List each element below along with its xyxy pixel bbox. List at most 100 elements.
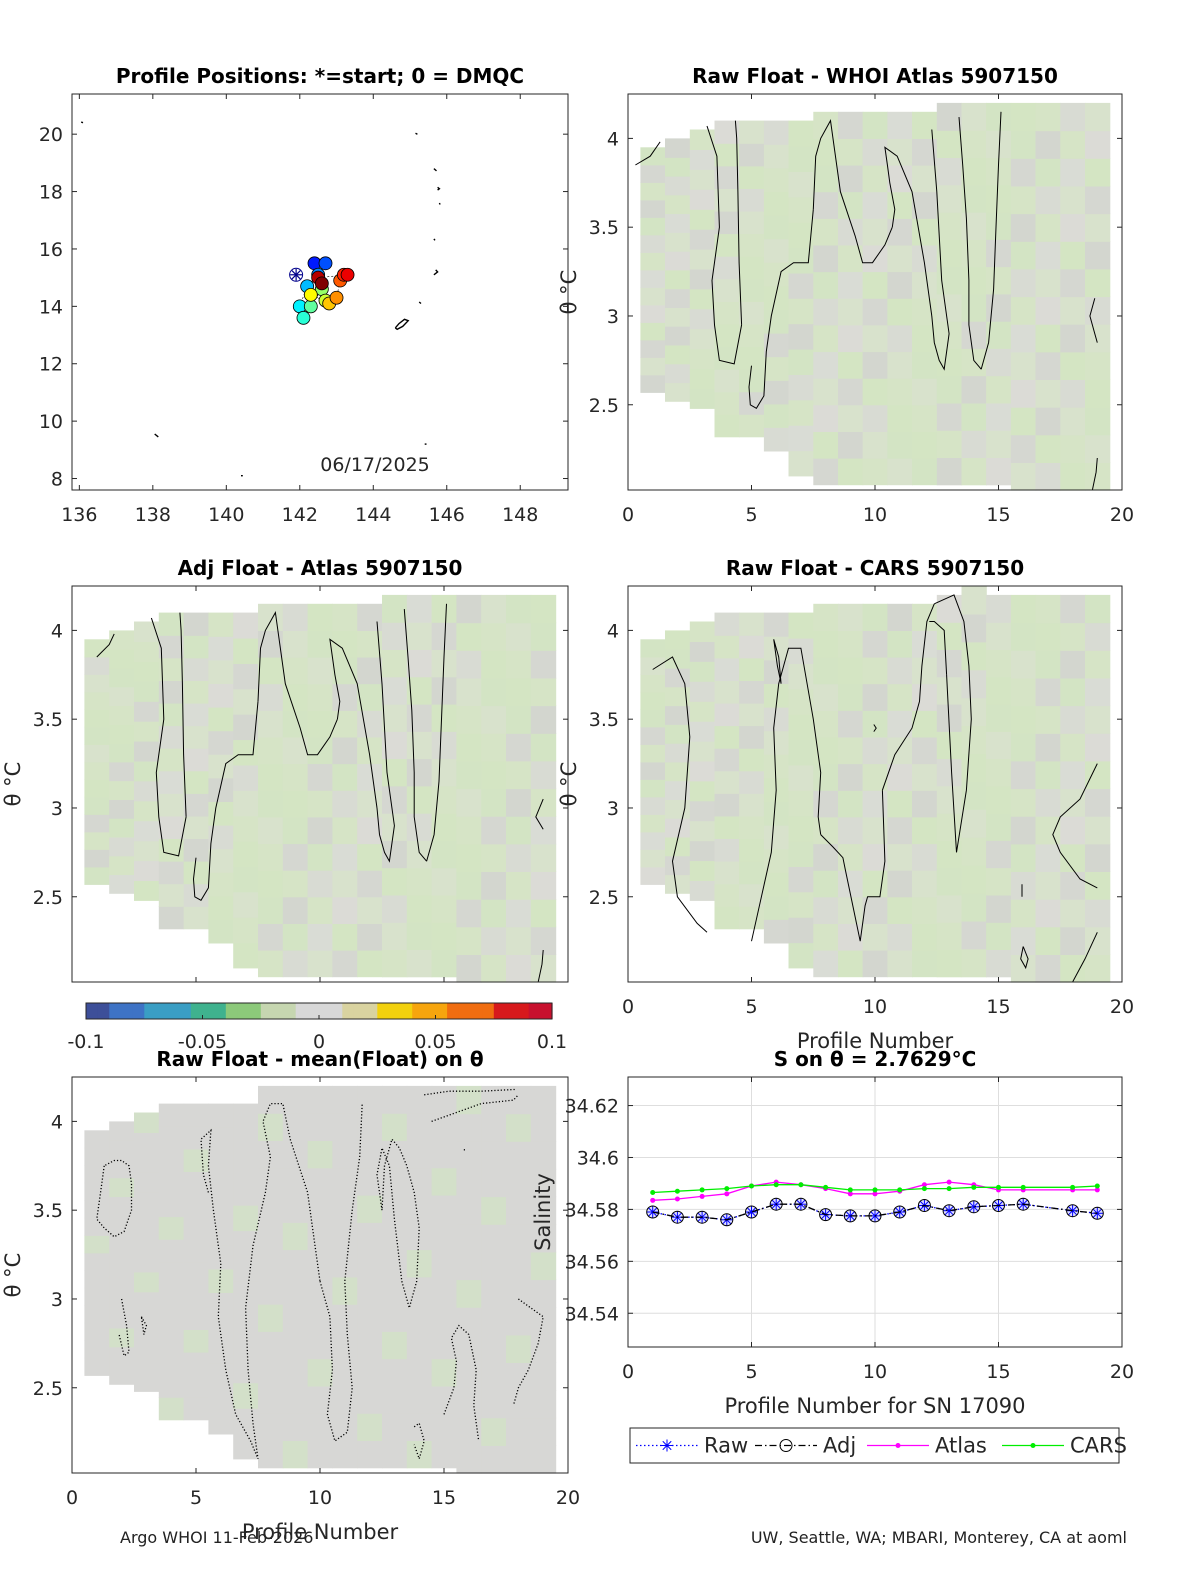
pcolor-cell [838,896,864,924]
legend-marker [662,1440,672,1451]
pcolor-cell [862,950,888,978]
pcolor-cell [887,298,913,326]
pcolor-cell [382,1413,408,1441]
pcolor-cell [986,758,1012,787]
pcolor-cell [813,843,839,871]
pcolor-cell [665,269,691,290]
pcolor-cell [1085,733,1111,762]
pcolor-cell [530,1334,557,1363]
pcolor-cell [1085,379,1111,408]
pcolor-cell [258,763,284,791]
pcolor-cell [1035,650,1061,679]
y-tick-label: 4 [607,620,619,642]
coastline [415,132,418,135]
pcolor-cell [665,667,691,688]
pcolor-cell [506,1168,532,1198]
pcolor-cell [788,612,814,639]
series-star-stroke [1068,1206,1078,1216]
pcolor-cell [134,760,160,782]
pcolor-cell [84,1165,110,1184]
pcolor-cell [714,635,740,659]
pcolor-cell [739,278,765,302]
pcolor-cell [258,1331,284,1360]
pcolor-cell [1010,677,1037,707]
y-tick-label: 2.5 [589,395,619,417]
colorbar-cell [319,1003,332,1019]
profile-position-point [296,310,311,325]
coastline [418,301,422,305]
y-axis-label: θ °C [557,270,581,315]
pcolor-cell [689,860,716,881]
pcolor-cell [838,378,864,406]
pcolor-cell [640,761,666,780]
pcolor-cell [357,843,383,871]
pcolor-cell [640,287,666,306]
contour-line [931,129,950,371]
pcolor-cell [208,1174,234,1199]
pcolor-cell [109,836,135,857]
pcolor-cell [208,1221,234,1246]
colorbar-cell [342,1003,355,1019]
pcolor-cell [862,923,888,951]
pcolor-cell [1085,705,1111,734]
pcolor-cell [1060,407,1086,436]
pcolor-cell [158,861,185,885]
x-axis-label: Profile Number [797,1029,954,1053]
pcolor-cell [258,1358,284,1387]
series-star-stroke [944,1206,954,1216]
pcolor-cell [233,866,259,893]
pcolor-cell [1085,788,1111,817]
pcolor-cell [1010,871,1037,900]
pcolor-cell [1010,899,1037,928]
pcolor-cell [714,120,740,144]
pcolor-cell [986,785,1012,814]
pcolor-cell [431,1140,457,1169]
pcolor-cell [838,657,864,685]
colorbar-cell [121,1003,134,1019]
pcolor-cell [714,883,740,907]
pcolor-cell [813,710,839,738]
pcolor-cell [912,404,938,432]
line-legend: Raw Adj Atlas CARS [629,1427,1127,1464]
coastline [80,121,84,124]
series-point-cars [823,1184,829,1190]
pcolor-cell [640,339,666,358]
pcolor-cell [332,710,358,738]
x-tick-label: 20 [556,1487,580,1509]
pcolor-cell [1010,816,1037,845]
pcolor-cell [1035,843,1061,872]
pcolor-cell [1010,158,1037,187]
y-tick-label: 18 [39,182,63,204]
pcolor-cell [134,1152,160,1173]
pcolor-cell [506,1251,532,1281]
pcolor-cell [838,710,864,738]
colorbar-cell [260,1003,273,1019]
pcolor-cell [936,430,963,458]
pcolor-cell [183,725,209,749]
pcolor-cell [936,922,963,950]
pcolor-cell [640,357,666,376]
pcolor-cell [665,686,691,707]
contour-line [537,949,544,983]
pcolor-cell [382,1440,408,1469]
pcolor-cell [382,949,408,978]
pcolor-cell [530,1168,557,1198]
pcolor-cell [714,793,740,817]
pcolor-cell [307,1304,333,1332]
pcolor-cell [763,730,790,755]
pcolor-cell [158,1216,185,1240]
pcolor-cell [961,641,987,671]
pcolor-cell [1035,871,1061,900]
series-point-cars [650,1190,656,1196]
x-tick-label: 20 [1110,996,1134,1018]
pcolor-cell [406,731,433,760]
pcolor-cell [307,710,333,738]
pcolor-cell [813,458,839,486]
pcolor-cell [382,1140,408,1169]
series-point-atlas [847,1191,853,1197]
pcolor-cell [84,639,110,658]
pcolor-cell [134,800,160,822]
pcolor-cell [481,1113,507,1142]
pcolor-cell [739,233,765,257]
colorbar-cell [330,1003,343,1019]
